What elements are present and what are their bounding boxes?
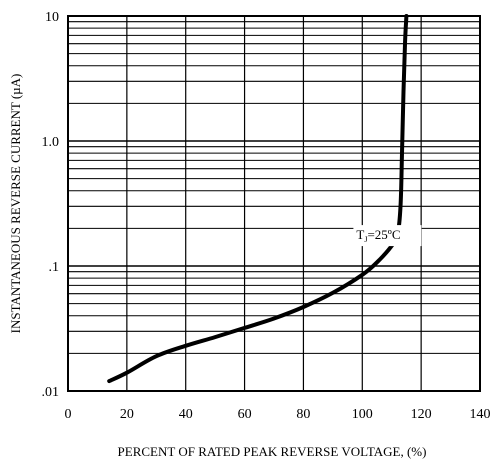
- y-tick-label: 10: [45, 10, 59, 25]
- plot-frame: [67, 15, 481, 392]
- annotation-tail: =25ºC: [367, 227, 400, 242]
- x-tick-label: 60: [238, 407, 252, 422]
- x-tick-label: 120: [411, 407, 432, 422]
- temperature-annotation: TJ=25ºC: [353, 225, 422, 247]
- x-axis-title: PERCENT OF RATED PEAK REVERSE VOLTAGE, (…: [118, 444, 427, 459]
- annotation-label: TJ=25ºC: [356, 227, 400, 244]
- x-tick-label: 80: [296, 407, 310, 422]
- y-tick-label: .01: [42, 385, 60, 400]
- annotation-main: T: [356, 227, 364, 242]
- x-tick-label: 100: [352, 407, 373, 422]
- annotation-subscript: J: [364, 235, 367, 244]
- y-axis-title: INSTANTANEOUS REVERSE CURRENT (µA): [8, 74, 23, 334]
- y-tick-label: .1: [49, 260, 60, 275]
- x-tick-label: 0: [65, 407, 72, 422]
- series-line: [107, 14, 409, 384]
- x-tick-label: 140: [470, 407, 491, 422]
- x-tick-labels: 0 20 40 60 80 100 120 140: [65, 407, 491, 422]
- chart-grid: [68, 16, 480, 391]
- x-tick-label: 40: [179, 407, 193, 422]
- y-tick-label: 1.0: [42, 135, 60, 150]
- annotation-background: [353, 225, 422, 247]
- x-tick-label: 20: [120, 407, 134, 422]
- y-tick-labels: .01 .1 1.0 10: [42, 10, 60, 400]
